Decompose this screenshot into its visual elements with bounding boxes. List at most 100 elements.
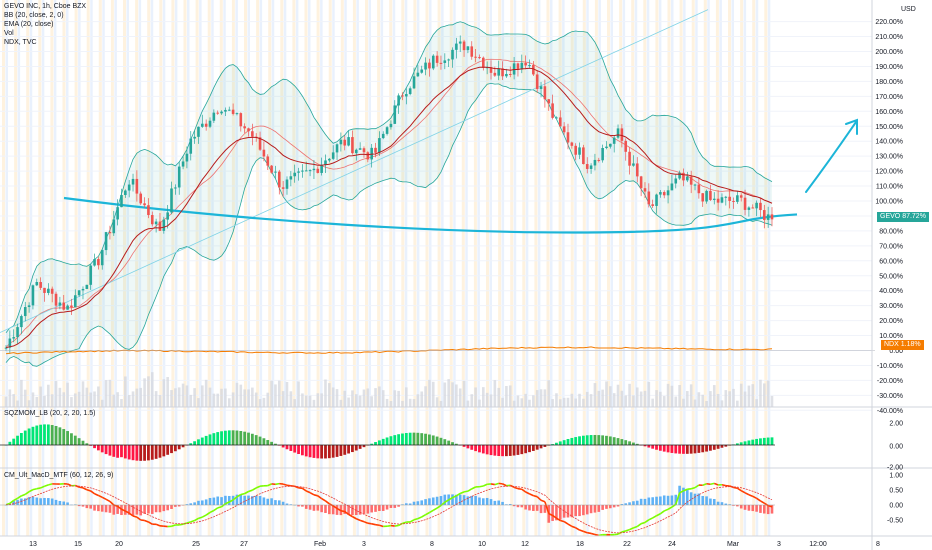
macd-hist-bar xyxy=(197,500,200,505)
macd-hist-bar xyxy=(216,496,220,505)
ndx-line xyxy=(0,346,875,355)
macd-line-seg xyxy=(101,496,107,501)
sqz-bar xyxy=(431,435,435,445)
sqz-bar xyxy=(570,437,574,445)
volume-bar xyxy=(709,391,712,407)
candle-body xyxy=(20,316,23,328)
volume-bar xyxy=(497,387,501,407)
volume-bar xyxy=(227,398,231,407)
volume-bar xyxy=(231,392,235,407)
candle-body xyxy=(443,60,447,63)
macd-hist-bar xyxy=(39,498,42,505)
candle-body xyxy=(77,290,81,296)
volume-bar xyxy=(235,382,239,407)
volume-bar xyxy=(274,384,277,407)
volume-bar xyxy=(66,382,69,407)
macd-hist-bar xyxy=(351,505,354,516)
candle-body xyxy=(720,197,724,203)
volume-bar xyxy=(251,387,254,407)
session-band-pre xyxy=(159,0,163,536)
sqz-bar xyxy=(632,442,635,445)
macd-hist-bar xyxy=(16,499,19,505)
volume-bar xyxy=(705,400,708,407)
macd-hist-bar xyxy=(47,498,50,505)
candle-body xyxy=(612,137,616,144)
macd-line-seg xyxy=(132,515,138,518)
session-band-pre xyxy=(62,0,66,536)
candle-body xyxy=(620,128,624,141)
macd-hist-bar xyxy=(58,500,62,505)
volume-bar xyxy=(508,385,512,407)
volume-bar xyxy=(574,398,577,407)
macd-hist-bar xyxy=(358,505,362,515)
macd-line-seg xyxy=(82,487,88,491)
macd-hist-bar xyxy=(405,503,408,505)
ndx-badge-symbol: NDX xyxy=(884,341,899,348)
sqz-bar xyxy=(46,424,50,445)
volume-bar xyxy=(420,391,424,407)
macd-line-seg xyxy=(625,528,630,532)
macd-hist-bar xyxy=(124,505,127,515)
macd-hist-bar xyxy=(308,505,312,510)
macd-line-seg xyxy=(363,520,369,524)
candle-body xyxy=(262,149,266,157)
macd-line-seg xyxy=(348,513,353,518)
candle-body xyxy=(601,148,604,161)
candle-body xyxy=(493,72,497,76)
sqz-bar xyxy=(693,445,697,454)
volume-bar xyxy=(43,395,46,407)
macd-line-seg xyxy=(205,511,211,516)
sqz-bar xyxy=(235,430,239,445)
sqz-bar xyxy=(331,445,335,458)
macd-line-seg xyxy=(371,523,376,526)
volume-bar xyxy=(624,395,628,407)
candle-body xyxy=(689,176,693,185)
session-band-pre xyxy=(667,0,671,536)
volume-bar xyxy=(224,388,227,407)
candle-body xyxy=(736,195,739,202)
macd-line-seg xyxy=(490,483,495,486)
volume-bar xyxy=(208,387,212,407)
macd-hist-bar xyxy=(66,502,69,505)
session-band-post xyxy=(719,0,722,536)
sqz-bar xyxy=(112,445,116,457)
macd-line-seg xyxy=(694,484,700,489)
candle-body xyxy=(4,347,8,349)
sqz-bar xyxy=(135,445,139,461)
candle-body xyxy=(35,282,39,286)
volume-bar xyxy=(97,386,100,407)
sqz-bar xyxy=(19,432,23,445)
candle-body xyxy=(381,133,385,139)
volume-bar xyxy=(524,393,527,407)
macd-line-seg xyxy=(305,490,311,494)
time-tick-label: Feb xyxy=(314,541,326,548)
macd-hist-bar xyxy=(73,504,77,505)
macd-hist-bar xyxy=(97,505,100,512)
candle-body xyxy=(385,127,389,134)
macd-line-seg xyxy=(355,518,361,522)
macd-hist-bar xyxy=(555,505,558,521)
sqz-bar xyxy=(739,442,743,445)
volume-bar xyxy=(362,389,366,407)
macd-line-seg xyxy=(190,519,195,523)
session-band-post xyxy=(320,0,323,536)
session-band-post xyxy=(755,0,759,536)
candle-body xyxy=(31,285,35,306)
volume-bar xyxy=(401,400,404,407)
volume-bar xyxy=(104,380,108,407)
volume-bar xyxy=(489,394,493,407)
volume-bar xyxy=(266,392,270,407)
volume-bar xyxy=(70,397,73,407)
sqz-bar xyxy=(27,428,31,445)
sqz-bar xyxy=(593,434,597,445)
macd-line-seg xyxy=(760,500,765,504)
macd-line-seg xyxy=(587,531,592,535)
candle-body xyxy=(247,128,250,132)
macd-line-seg xyxy=(313,494,318,497)
sqz-bar xyxy=(585,435,589,445)
macd-line-seg xyxy=(301,487,307,492)
macd-line-seg xyxy=(636,523,642,528)
macd-line-seg xyxy=(413,517,419,521)
sqz-bar xyxy=(100,445,104,453)
volume-bar xyxy=(516,395,520,407)
